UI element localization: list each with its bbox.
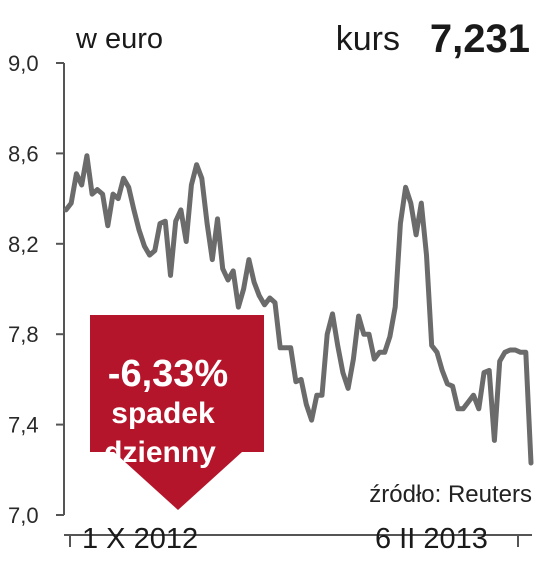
y-tick-label: 8,6	[8, 141, 39, 166]
y-tick-label: 7,0	[8, 503, 39, 528]
y-tick-label: 7,8	[8, 322, 39, 347]
badge-arrow	[90, 315, 264, 510]
badge-line2: dzienny	[104, 436, 216, 469]
kurs-value: 7,231	[430, 17, 530, 61]
x-label-end: 6 II 2013	[375, 523, 488, 555]
y-tick-labels: 9,0 8,6 8,2 7,8 7,4 7,0	[8, 51, 64, 528]
source-label: źródło: Reuters	[369, 481, 532, 508]
x-label-start: 1 X 2012	[82, 523, 198, 555]
change-badge: -6,33% spadek dzienny	[90, 315, 264, 510]
axes	[63, 63, 532, 547]
y-tick-label: 8,2	[8, 232, 39, 257]
badge-change: -6,33%	[108, 353, 228, 395]
y-tick-label: 9,0	[8, 51, 39, 76]
y-tick-label: 7,4	[8, 413, 39, 438]
unit-label: w euro	[75, 23, 163, 55]
badge-line1: spadek	[111, 397, 215, 430]
series-line	[63, 153, 534, 466]
kurs-label: kurs	[336, 20, 400, 58]
